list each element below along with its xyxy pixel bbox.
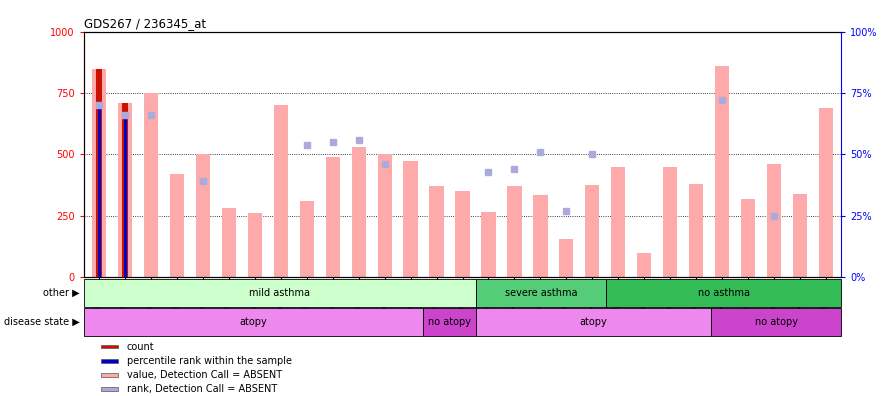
Bar xyxy=(689,184,703,277)
Bar xyxy=(248,213,262,277)
Bar xyxy=(507,187,522,277)
Bar xyxy=(793,194,807,277)
Bar xyxy=(170,174,184,277)
Bar xyxy=(122,103,129,277)
Bar xyxy=(84,279,476,307)
Text: atopy: atopy xyxy=(580,317,607,327)
Text: no atopy: no atopy xyxy=(754,317,797,327)
Bar xyxy=(300,201,314,277)
Bar xyxy=(714,66,729,277)
Bar xyxy=(611,167,626,277)
Bar xyxy=(144,93,159,277)
Bar xyxy=(741,199,755,277)
Bar xyxy=(476,308,711,336)
Bar xyxy=(455,191,470,277)
Bar xyxy=(429,187,444,277)
Bar xyxy=(326,157,340,277)
Bar xyxy=(533,195,547,277)
Bar xyxy=(98,105,100,277)
Bar xyxy=(818,108,833,277)
Text: GDS267 / 236345_at: GDS267 / 236345_at xyxy=(84,17,206,30)
Bar xyxy=(196,154,211,277)
Bar xyxy=(663,167,677,277)
Bar xyxy=(424,308,476,336)
Bar xyxy=(481,212,496,277)
Bar xyxy=(378,154,392,277)
Bar xyxy=(123,115,127,277)
Text: value, Detection Call = ABSENT: value, Detection Call = ABSENT xyxy=(127,370,282,380)
Bar xyxy=(101,359,118,363)
Bar xyxy=(274,105,288,277)
Bar xyxy=(96,69,102,277)
Text: severe asthma: severe asthma xyxy=(505,287,577,298)
Text: count: count xyxy=(127,342,154,352)
Text: no asthma: no asthma xyxy=(698,287,750,298)
Bar xyxy=(559,239,574,277)
Bar xyxy=(585,185,599,277)
Bar xyxy=(101,373,118,377)
Bar xyxy=(222,208,236,277)
Bar xyxy=(101,345,118,348)
Bar xyxy=(766,164,781,277)
Bar xyxy=(476,279,606,307)
Bar xyxy=(403,160,418,277)
Text: mild asthma: mild asthma xyxy=(249,287,310,298)
Bar xyxy=(637,253,651,277)
Bar xyxy=(118,103,132,277)
Bar xyxy=(606,279,841,307)
Text: other ▶: other ▶ xyxy=(42,287,79,298)
Text: atopy: atopy xyxy=(240,317,268,327)
Text: disease state ▶: disease state ▶ xyxy=(4,317,79,327)
Text: rank, Detection Call = ABSENT: rank, Detection Call = ABSENT xyxy=(127,384,277,394)
Bar xyxy=(101,387,118,391)
Bar xyxy=(93,69,107,277)
Text: no atopy: no atopy xyxy=(428,317,471,327)
Bar xyxy=(84,308,424,336)
Bar xyxy=(352,147,366,277)
Text: percentile rank within the sample: percentile rank within the sample xyxy=(127,356,292,366)
Bar xyxy=(711,308,841,336)
